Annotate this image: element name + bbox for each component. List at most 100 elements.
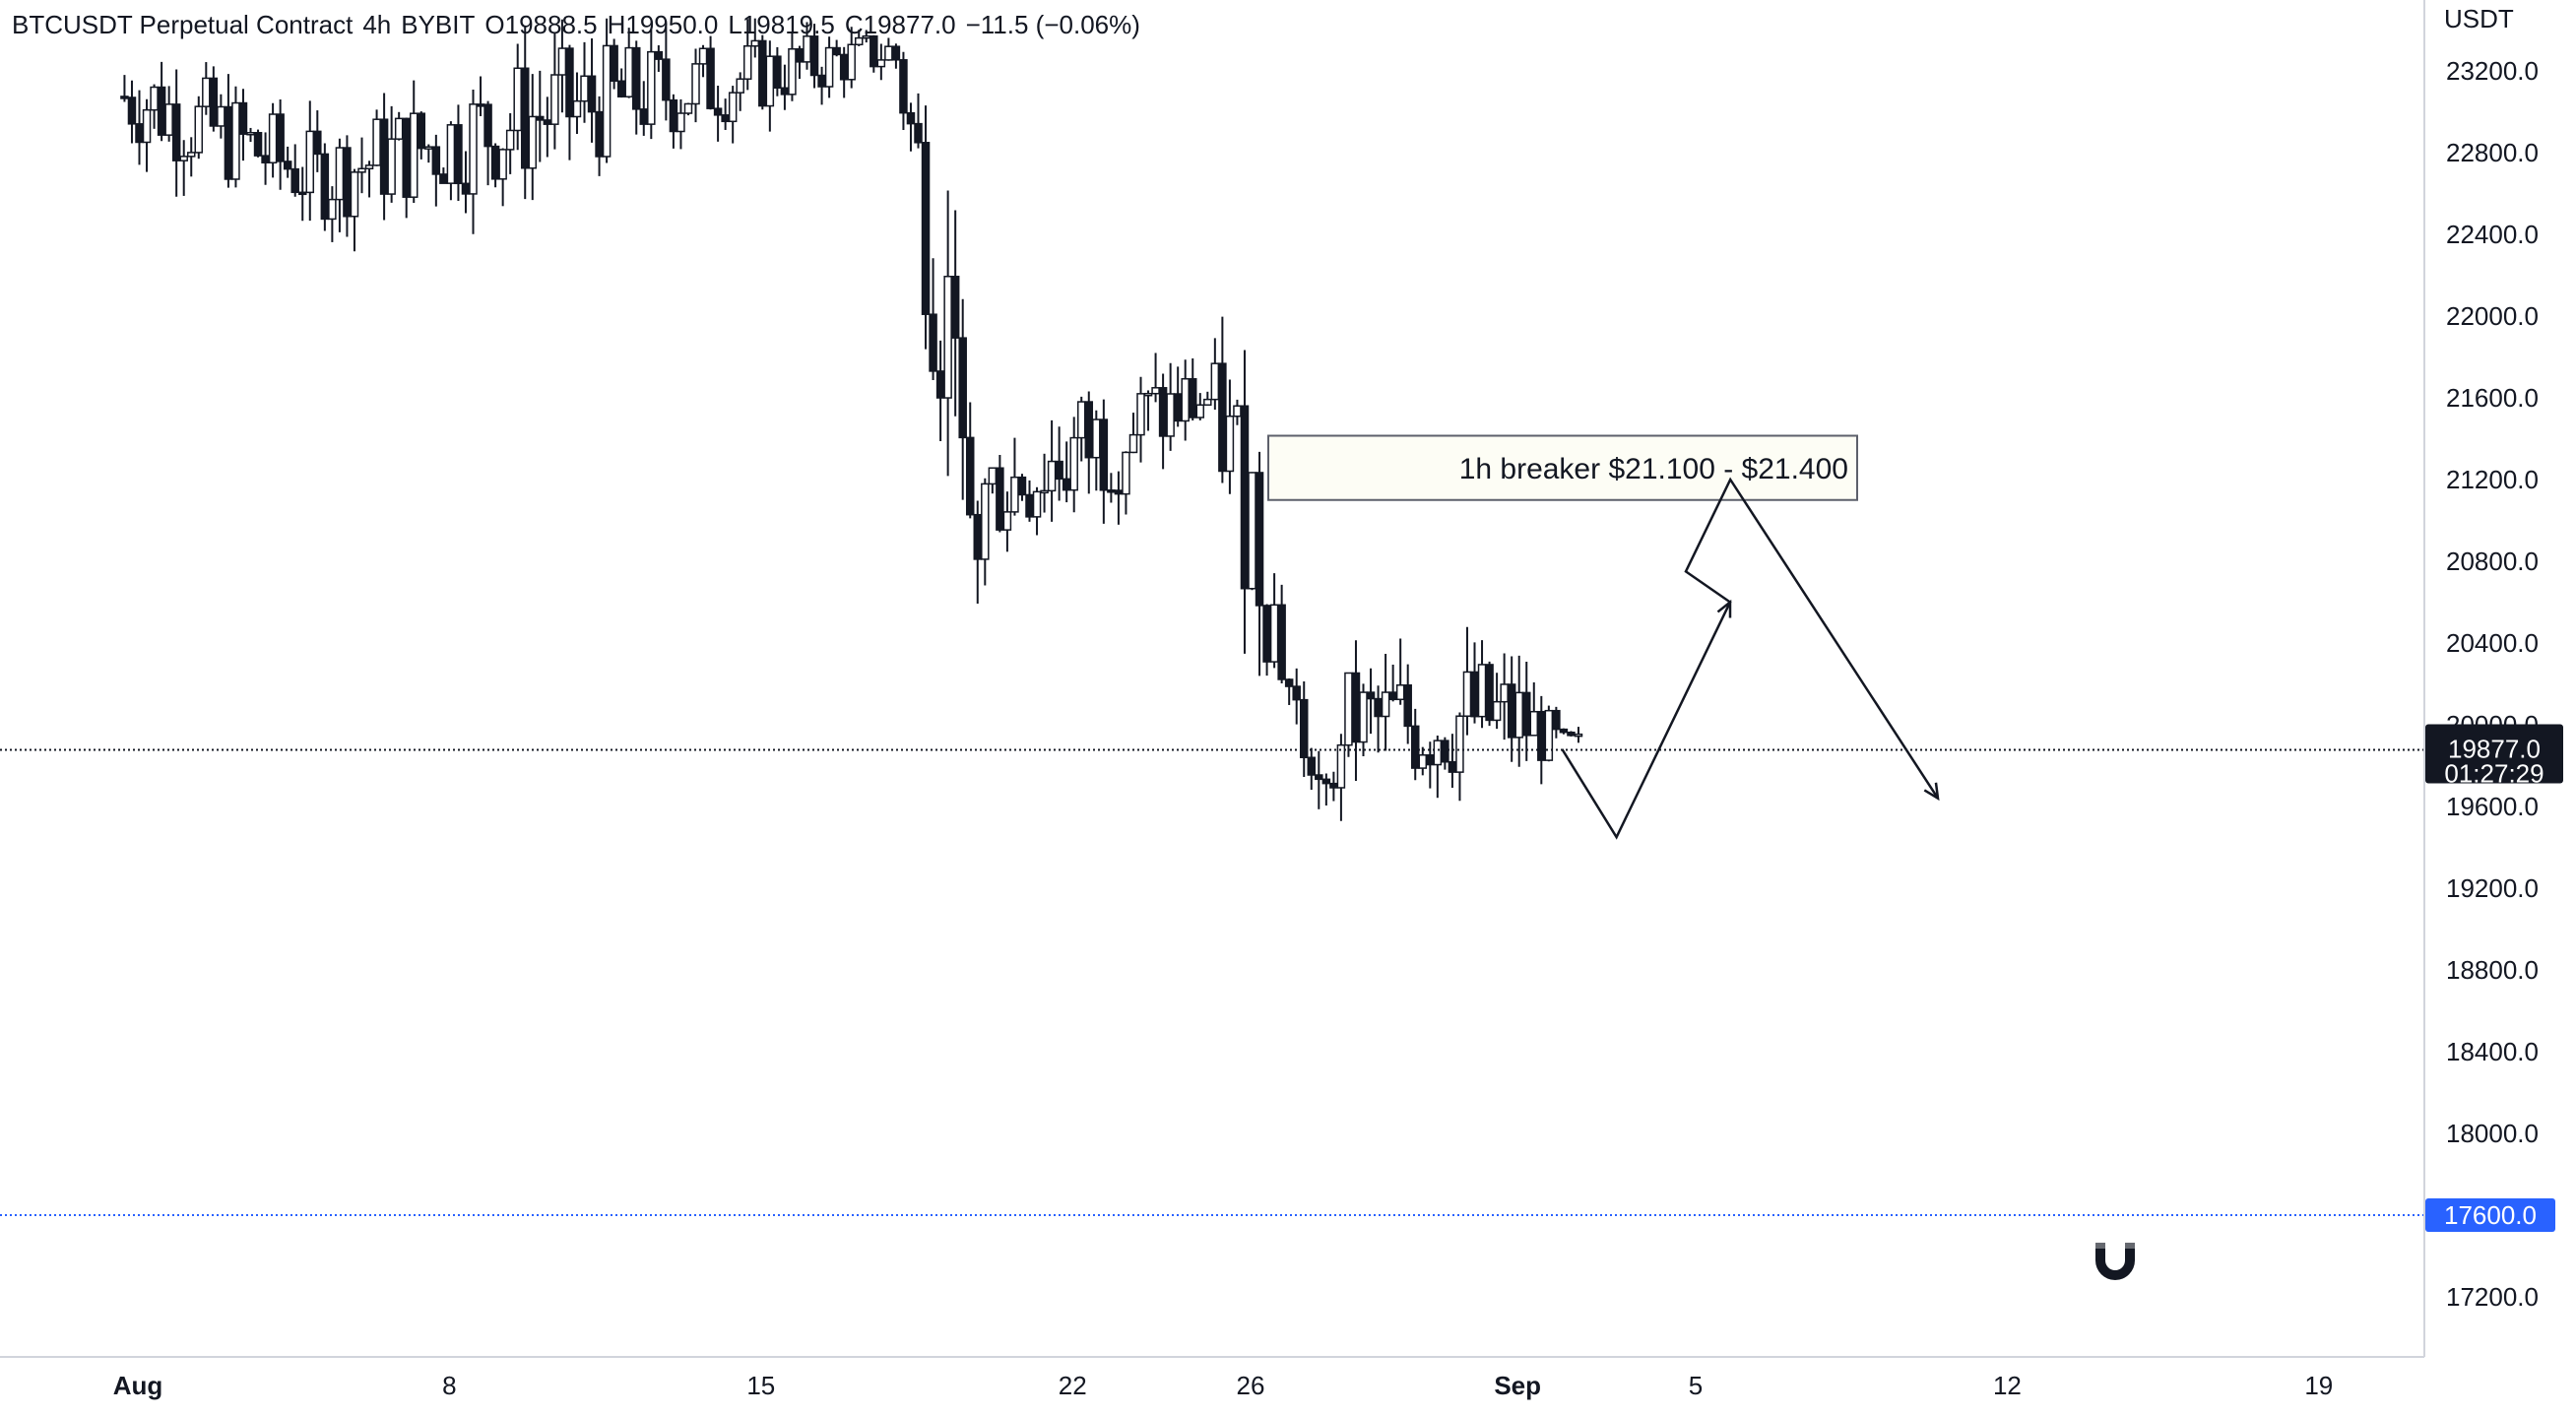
candle-body: [742, 45, 752, 80]
candle-body: [1151, 387, 1160, 395]
candle-body: [1336, 743, 1346, 789]
price-tick-label: 23200.0: [2446, 56, 2539, 86]
candle-body: [1359, 691, 1368, 743]
time-tick-label: Sep: [1494, 1371, 1541, 1400]
candle-body: [520, 67, 530, 169]
candle-body: [1099, 418, 1109, 491]
candle-body: [876, 59, 886, 68]
candle-body: [572, 99, 582, 118]
candle-body: [186, 152, 196, 158]
candle-body: [1441, 740, 1449, 763]
candle-body: [1462, 671, 1472, 717]
price-tick-label: 18800.0: [2446, 955, 2539, 985]
candle-body: [364, 164, 374, 170]
candle-body: [616, 80, 626, 97]
candle-body: [1448, 760, 1457, 773]
candle-body: [253, 131, 263, 157]
time-tick-label: 22: [1059, 1371, 1087, 1400]
candle-body: [1069, 436, 1078, 491]
candle-body: [1040, 489, 1049, 494]
candle-body: [1284, 678, 1294, 687]
candle-body: [1076, 401, 1086, 439]
candle-body: [809, 35, 819, 77]
candle-body: [402, 117, 411, 198]
candle-body: [431, 146, 441, 175]
candle-body: [1315, 774, 1323, 781]
candle-body: [1136, 393, 1145, 436]
time-tick-label: Aug: [113, 1371, 163, 1400]
last-price-value: 19877.0: [2448, 735, 2541, 764]
candle-body: [194, 105, 204, 154]
candle-body: [1351, 672, 1361, 743]
candle-body: [1574, 733, 1583, 738]
time-tick-label: 26: [1237, 1371, 1265, 1400]
candle-body: [394, 117, 404, 140]
magnet-icon[interactable]: [2095, 1243, 2135, 1280]
candle-body: [884, 45, 893, 61]
symbol-legend[interactable]: BTCUSDT Perpetual Contract 4h BYBIT O19888.…: [12, 10, 1150, 40]
candle-body: [164, 103, 173, 136]
candle-body: [654, 50, 664, 60]
candle-body: [1403, 684, 1412, 728]
candle-body: [1269, 604, 1279, 663]
candle-body: [950, 276, 960, 339]
candle-body: [728, 92, 738, 123]
candle-body: [454, 124, 463, 185]
candle-body: [1195, 404, 1205, 418]
candle-body: [639, 108, 649, 125]
symbol-exchange: BYBIT: [401, 10, 476, 39]
ohlc-close: C19877.0: [844, 10, 956, 39]
candle-body: [217, 105, 225, 127]
candle-body: [246, 131, 255, 136]
candle-body: [343, 147, 352, 218]
candle-body: [1321, 778, 1331, 785]
candle-body: [305, 130, 315, 194]
time-axis[interactable]: Aug 8 15 22 26 Sep 5 12 19: [113, 1371, 2334, 1400]
candle-body: [171, 103, 181, 161]
candle-body: [676, 112, 685, 133]
candle-body: [602, 44, 612, 158]
candle-body: [350, 171, 359, 218]
candle-body: [1299, 698, 1309, 759]
candle-body: [357, 167, 366, 173]
candle-body: [490, 145, 500, 180]
candle-body: [498, 149, 507, 180]
price-tick-label: 20400.0: [2446, 628, 2539, 658]
candle-body: [669, 98, 678, 133]
candle-body: [1544, 709, 1554, 761]
candle-body: [1173, 393, 1183, 422]
candle-body: [150, 86, 159, 111]
candle-body: [921, 142, 931, 315]
candle-body: [1055, 460, 1063, 481]
projection-arrow-path[interactable]: [1561, 477, 1940, 840]
candle-body: [1507, 683, 1516, 739]
candle-body: [290, 167, 299, 194]
candle-body: [1114, 489, 1124, 495]
candle-body: [736, 78, 744, 94]
candle-body: [847, 43, 856, 81]
arrowheads: [1716, 599, 1940, 802]
candle-body: [1381, 691, 1390, 718]
candle-body: [261, 155, 270, 163]
price-axis[interactable]: 23200.0 22800.0 22400.0 22000.0 21600.0 21200…: [2446, 56, 2539, 1312]
candle-body: [758, 39, 767, 107]
candle-body: [268, 113, 278, 163]
candle-body: [1455, 715, 1464, 773]
price-tick-label: 18400.0: [2446, 1037, 2539, 1066]
candle-body: [513, 67, 522, 132]
time-tick-label: 15: [746, 1371, 775, 1400]
ohlc-change: −11.5 (−0.06%): [965, 10, 1140, 39]
level-price-value: 17600.0: [2444, 1200, 2537, 1230]
candle-body: [409, 112, 419, 198]
arrowhead: [1923, 782, 1940, 802]
candle-body: [1203, 398, 1212, 406]
candle-body: [817, 74, 826, 88]
price-tick-label: 21600.0: [2446, 383, 2539, 413]
candle-body: [631, 46, 641, 110]
price-tick-label: 21200.0: [2446, 465, 2539, 494]
breaker-zone-box[interactable]: [1267, 434, 1858, 501]
candle-body: [935, 370, 945, 399]
level-price-badge: 17600.0: [2425, 1198, 2555, 1232]
price-tick-label: 22400.0: [2446, 220, 2539, 249]
